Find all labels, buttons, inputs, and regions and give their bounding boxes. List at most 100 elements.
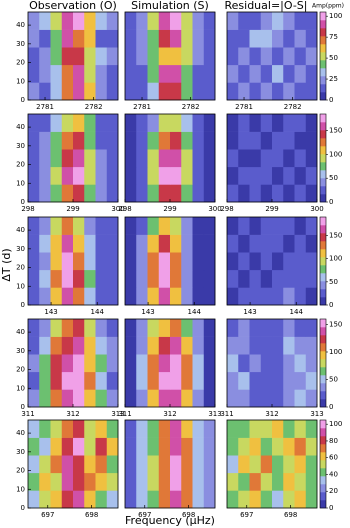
heatmap-cell bbox=[249, 437, 262, 456]
heatmap-cell bbox=[84, 29, 96, 48]
heatmap-cell bbox=[238, 287, 250, 306]
heatmap-cell bbox=[294, 114, 307, 132]
heatmap-cell bbox=[181, 114, 193, 132]
heatmap-cell bbox=[136, 490, 148, 509]
heatmap-cell bbox=[73, 371, 85, 390]
heatmap-cell bbox=[305, 217, 318, 235]
x-tick-label: 300 bbox=[310, 205, 323, 213]
heatmap-cell bbox=[84, 287, 96, 306]
heatmap-cell bbox=[305, 437, 318, 456]
x-tick-label: 298 bbox=[21, 205, 34, 213]
heatmap-cell bbox=[73, 12, 85, 30]
heatmap-cell bbox=[260, 82, 273, 101]
heatmap-cell bbox=[203, 354, 216, 373]
heatmap-cell bbox=[84, 269, 96, 288]
heatmap-cell bbox=[61, 12, 74, 30]
heatmap-cell bbox=[61, 114, 74, 132]
heatmap-cell bbox=[272, 82, 284, 101]
heatmap-cell bbox=[50, 184, 63, 203]
heatmap-cell bbox=[305, 420, 318, 438]
heatmap-cell bbox=[28, 252, 40, 271]
heatmap-cell bbox=[158, 29, 171, 48]
heatmap-cell bbox=[136, 354, 148, 373]
heatmap-cell bbox=[106, 184, 119, 203]
heatmap-cell bbox=[238, 29, 250, 48]
panel-frame bbox=[124, 11, 216, 101]
heatmap-cell bbox=[84, 490, 96, 509]
heatmap-cell bbox=[227, 336, 239, 355]
colorbar-step bbox=[320, 36, 326, 45]
heatmap-cell bbox=[238, 166, 250, 185]
heatmap-cell bbox=[305, 29, 318, 48]
heatmap-cell bbox=[181, 252, 193, 271]
colorbar-tick-label: 50 bbox=[329, 376, 338, 384]
heatmap-cell bbox=[28, 217, 40, 235]
heatmap-cell bbox=[28, 47, 40, 66]
colorbar-step bbox=[320, 186, 326, 195]
heatmap-cell bbox=[181, 336, 193, 355]
heatmap-cell bbox=[50, 114, 63, 132]
heatmap-cell bbox=[227, 29, 239, 48]
heatmap-cell bbox=[181, 131, 193, 150]
heatmap-cell bbox=[170, 287, 182, 306]
y-tick-label: 30 bbox=[16, 142, 25, 150]
heatmap-cell bbox=[28, 131, 40, 150]
heatmap-cell bbox=[260, 64, 273, 83]
heatmap-cell bbox=[227, 166, 239, 185]
x-tick-label: 144 bbox=[290, 308, 304, 316]
heatmap-cell bbox=[272, 47, 284, 66]
heatmap-cell bbox=[125, 287, 137, 306]
heatmap-cell bbox=[106, 490, 119, 509]
heatmap-cell bbox=[305, 149, 318, 168]
heatmap-cell bbox=[227, 437, 239, 456]
heatmap-cell bbox=[73, 234, 85, 253]
x-tick-label: 311 bbox=[21, 410, 34, 418]
heatmap-cell bbox=[61, 354, 74, 373]
heatmap-cell bbox=[238, 82, 250, 101]
colorbar-tick-label: 50 bbox=[329, 174, 338, 182]
x-tick-label: 2782 bbox=[182, 103, 200, 111]
colorbar-tick-label: 0 bbox=[329, 301, 333, 309]
heatmap-cell bbox=[106, 319, 119, 337]
heatmap-cell bbox=[170, 455, 182, 474]
heatmap-cell bbox=[95, 371, 108, 390]
colorbar-step bbox=[320, 146, 326, 155]
heatmap-cell bbox=[283, 336, 295, 355]
heatmap-cell bbox=[238, 12, 250, 30]
colorbar-tick-label: 0 bbox=[329, 403, 333, 411]
heatmap-cell bbox=[73, 149, 85, 168]
heatmap-cell bbox=[272, 371, 284, 390]
heatmap-cell bbox=[294, 149, 307, 168]
heatmap-cell bbox=[170, 472, 182, 491]
heatmap-cell bbox=[192, 131, 205, 150]
heatmap-cell bbox=[158, 47, 171, 66]
heatmap-cell bbox=[147, 12, 160, 30]
heatmap-cell bbox=[73, 437, 85, 456]
x-tick-label: 697 bbox=[138, 511, 151, 519]
heatmap-cell bbox=[272, 64, 284, 83]
heatmap-cell bbox=[238, 217, 250, 235]
heatmap-cell bbox=[170, 252, 182, 271]
heatmap-cell bbox=[238, 269, 250, 288]
heatmap-cell bbox=[272, 472, 284, 491]
heatmap-cell bbox=[50, 149, 63, 168]
colorbar-step bbox=[320, 375, 326, 384]
x-tick-label: 313 bbox=[208, 410, 221, 418]
heatmap-cell bbox=[203, 82, 216, 101]
heatmap-cell bbox=[238, 234, 250, 253]
colorbar-step bbox=[320, 60, 326, 69]
x-tick-label: 2781 bbox=[36, 103, 54, 111]
heatmap-cell bbox=[39, 420, 51, 438]
heatmap-cell bbox=[203, 336, 216, 355]
colorbar-step bbox=[320, 52, 326, 61]
heatmap-cell bbox=[106, 82, 119, 101]
heatmap-cell bbox=[158, 437, 171, 456]
heatmap-cell bbox=[170, 354, 182, 373]
heatmap-cell bbox=[50, 389, 63, 408]
heatmap-cell bbox=[238, 472, 250, 491]
heatmap-cell bbox=[147, 234, 160, 253]
heatmap-cell bbox=[28, 234, 40, 253]
heatmap-cell bbox=[125, 371, 137, 390]
heatmap-cell bbox=[305, 269, 318, 288]
heatmap-cell bbox=[61, 82, 74, 101]
